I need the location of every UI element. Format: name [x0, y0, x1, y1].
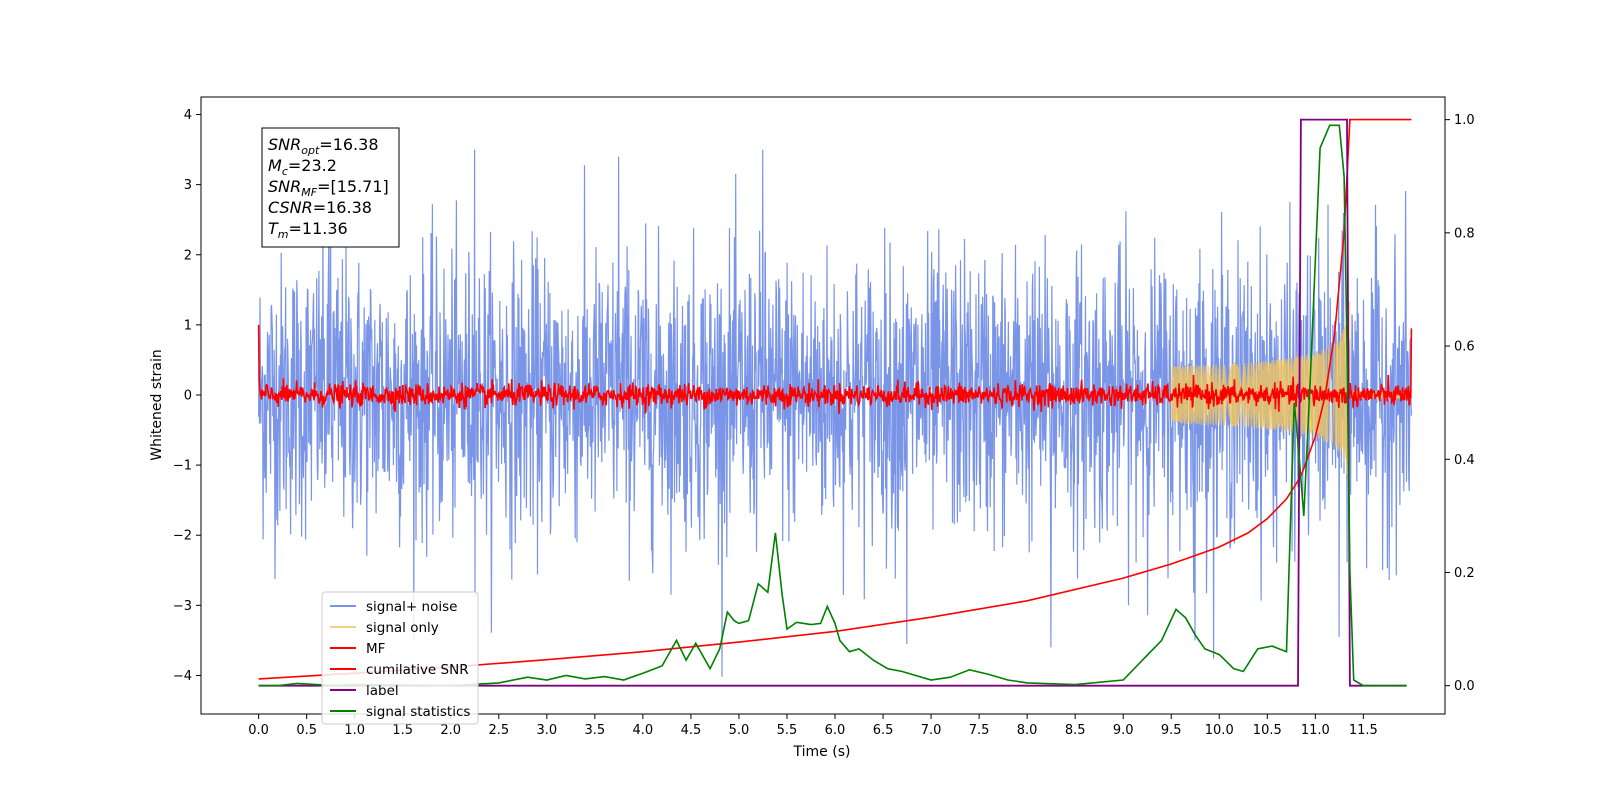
x-tick-label: 1.0 [344, 723, 365, 738]
x-tick-label: 3.5 [585, 723, 606, 738]
x-tick-label: 10.0 [1205, 723, 1234, 738]
y-left-tick-label: 1 [184, 318, 192, 333]
legend-entry: signal statistics [366, 704, 470, 720]
y-axis-label: Whitened strain [149, 349, 165, 460]
x-tick-label: 0.5 [296, 723, 317, 738]
x-tick-label: 5.0 [729, 723, 750, 738]
x-tick-label: 4.0 [633, 723, 654, 738]
y-left-tick-label: 4 [184, 108, 192, 123]
y-right-tick-label: 0.0 [1454, 679, 1475, 694]
annotation-frame [261, 127, 400, 248]
annotation-line: CSNR=16.38 [268, 198, 372, 217]
x-tick-label: 8.0 [1017, 723, 1038, 738]
legend-entry: signal only [366, 620, 439, 636]
x-tick-label: 11.5 [1349, 723, 1378, 738]
x-axis-label: Time (s) [793, 744, 851, 760]
x-tick-label: 11.0 [1301, 723, 1330, 738]
y-right-tick-label: 0.4 [1454, 453, 1475, 468]
y-right-tick-label: 0.6 [1454, 340, 1475, 355]
x-tick-label: 10.5 [1253, 723, 1282, 738]
y-left-tick-label: −2 [173, 529, 192, 544]
annotation-line: SNRopt=16.38 [268, 135, 379, 157]
y-axis-right: 1.0 0.8 0.6 0.4 0.2 0.0 [1445, 113, 1475, 694]
x-tick-label: 2.0 [440, 723, 461, 738]
x-tick-label: 6.0 [825, 723, 846, 738]
x-tick-label: 4.5 [681, 723, 702, 738]
series-mf [257, 324, 1413, 415]
x-tick-label: 9.0 [1113, 723, 1134, 738]
legend-entry: signal+ noise [366, 599, 457, 615]
x-tick-label: 9.5 [1161, 723, 1182, 738]
y-right-tick-label: 0.8 [1454, 226, 1475, 241]
y-right-tick-label: 1.0 [1454, 113, 1475, 128]
y-left-tick-label: 0 [184, 388, 192, 403]
legend-frame [321, 591, 479, 725]
y-left-tick-label: −3 [173, 599, 192, 614]
y-left-tick-label: −1 [173, 459, 192, 474]
y-left-tick-label: −4 [173, 669, 192, 684]
x-axis: 0.0 0.5 1.0 1.5 2.0 2.5 3.0 3.5 4.0 4.5 5.0 5.5 6.0 6… [248, 714, 1378, 738]
y-axis-left: 4 3 2 1 0 −1 −2 −3 −4 [173, 108, 201, 684]
x-tick-label: 7.5 [969, 723, 990, 738]
legend-entry: cumilative SNR [366, 662, 469, 678]
series-signal-statistics [258, 124, 1407, 687]
x-tick-label: 6.5 [873, 723, 894, 738]
annotation-line: Mc=23.2 [268, 156, 337, 178]
y-left-tick-label: 2 [184, 248, 192, 263]
legend-entry: MF [366, 641, 385, 657]
annotation-box: SNRopt=16.38Mc=23.2SNRMF=[15.71]CSNR=16.… [261, 127, 400, 248]
series-cumulative-snr [258, 118, 1412, 680]
y-left-tick-label: 3 [184, 178, 192, 193]
legend-entry: label [366, 683, 399, 699]
x-tick-label: 2.5 [488, 723, 509, 738]
x-tick-label: 5.5 [777, 723, 798, 738]
annotation-line: Tm=11.36 [268, 219, 348, 241]
annotation-line: SNRMF=[15.71] [268, 177, 389, 199]
plot-area-frame [200, 96, 1446, 715]
x-tick-label: 7.0 [921, 723, 942, 738]
x-tick-label: 0.0 [248, 723, 269, 738]
series-layer [257, 118, 1413, 687]
series-label [258, 118, 1407, 687]
x-tick-label: 3.0 [536, 723, 557, 738]
legend: signal+ noise signal only MF cumilative SNR… [321, 591, 479, 725]
x-tick-label: 8.5 [1065, 723, 1086, 738]
y-right-tick-label: 0.2 [1454, 566, 1475, 581]
x-tick-label: 1.5 [392, 723, 413, 738]
